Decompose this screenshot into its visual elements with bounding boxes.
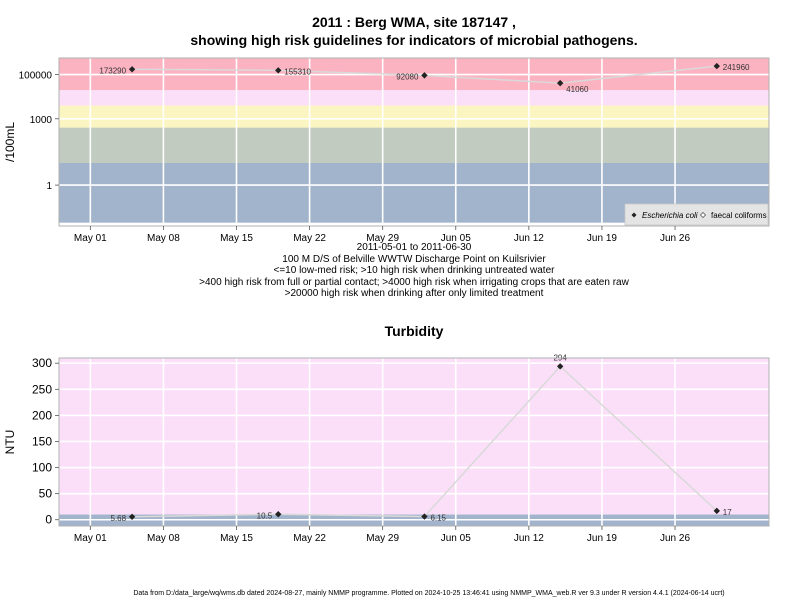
data-label: 173290: [99, 66, 126, 75]
x-tick-label: Jun 12: [514, 533, 544, 544]
data-point: [421, 72, 428, 79]
chart1-series: 173290 155310 92080 41060 241960: [99, 62, 750, 94]
x-tick-label: May 29: [366, 233, 399, 244]
chart2-y-label: NTU: [3, 430, 17, 455]
y-tick-label: 200: [32, 408, 52, 422]
band-1: [59, 127, 769, 163]
x-tick-label: Jun 26: [660, 233, 690, 244]
x-tick-label: May 22: [293, 233, 326, 244]
chart1-note-risk-3: >20000 high risk when drinking after onl…: [285, 288, 544, 299]
y-tick-label: 0: [45, 513, 52, 527]
data-label: 41060: [566, 85, 589, 94]
data-label: 10.5: [257, 511, 273, 520]
x-tick-label: Jun 26: [660, 533, 690, 544]
chart1-x-axis: May 01 May 08 May 15 May 22 May 29 Jun 05 Jun …: [74, 226, 690, 244]
legend-entry-ecoli: Escherichia coli: [642, 211, 698, 220]
chart1-frame: [58, 57, 770, 227]
data-point: [275, 67, 282, 74]
chart2-title: Turbidity: [385, 323, 444, 339]
data-label: 17: [723, 508, 732, 517]
chart2-frame: [58, 357, 770, 527]
data-point: [556, 363, 564, 370]
footer-note: Data from D:/data_large/wq/wms.db dated …: [133, 590, 724, 597]
data-point: [128, 513, 136, 520]
data-label: 241960: [723, 63, 750, 72]
data-point: [275, 511, 282, 518]
chart2-x-axis: May 01 May 08 May 15 May 22 May 29 Jun 05 Jun …: [74, 526, 690, 544]
chart1-legend: Escherichia coli faecal coliforms: [624, 203, 769, 226]
y-tick-label: 1000: [30, 115, 53, 126]
data-label: 92080: [396, 72, 419, 81]
y-tick-label: 250: [32, 382, 52, 396]
y-tick-label: 150: [32, 434, 52, 448]
y-tick-label: 100: [32, 461, 52, 475]
chart1-title: 2011 : Berg WMA, site 187147 ,: [312, 14, 516, 30]
chart1-note-daterange: 2011-05-01 to 2011-06-30: [357, 242, 472, 253]
x-tick-label: May 08: [147, 533, 180, 544]
legend-box: [624, 203, 769, 226]
band-2: [59, 105, 769, 128]
chart1-y-label: /100mL: [3, 122, 17, 162]
x-tick-label: May 15: [220, 533, 253, 544]
chart1-risk-bands: [59, 58, 769, 223]
band-1: [59, 358, 769, 515]
data-point: [713, 507, 720, 515]
x-tick-label: Jun 19: [587, 233, 617, 244]
data-label: 6.15: [430, 514, 446, 523]
x-tick-label: May 01: [74, 533, 107, 544]
data-point: [421, 513, 428, 520]
data-point: [128, 66, 136, 73]
chart2-grid: [59, 358, 769, 526]
x-tick-label: May 01: [74, 233, 107, 244]
x-tick-label: Jun 12: [514, 233, 544, 244]
y-tick-label: 300: [32, 356, 52, 370]
x-tick-label: May 15: [220, 233, 253, 244]
data-point: [713, 62, 720, 70]
x-tick-label: Jun 05: [441, 533, 471, 544]
chart1-subtitle: showing high risk guidelines for indicat…: [190, 32, 637, 48]
chart1-y-axis: 1 1000 100000: [19, 71, 59, 192]
data-label: 5.68: [111, 514, 127, 523]
legend-entry-faecal: faecal coliforms: [711, 211, 767, 220]
x-tick-label: Jun 05: [441, 233, 471, 244]
x-tick-label: May 22: [293, 533, 326, 544]
x-tick-label: May 29: [366, 533, 399, 544]
chart1-note-site: 100 M D/S of Belville WWTW Discharge Poi…: [282, 254, 546, 265]
y-tick-label: 100000: [19, 71, 53, 82]
y-tick-label: 1: [46, 181, 52, 192]
chart1-note-risk-2: >400 high risk from full or partial cont…: [199, 277, 629, 288]
legend-open-diamond-icon: [700, 212, 706, 218]
legend-filled-diamond-icon: [631, 212, 637, 218]
chart2-bands: [59, 358, 769, 526]
y-tick-label: 50: [39, 487, 53, 501]
chart1-note-risk-1: <=10 low-med risk; >10 high risk when dr…: [274, 265, 556, 276]
data-label: 155310: [284, 67, 311, 76]
x-tick-label: May 08: [147, 233, 180, 244]
x-tick-label: Jun 19: [587, 533, 617, 544]
data-point: [556, 79, 564, 87]
chart2-y-axis: 0 50 100 150 200 250 300: [32, 356, 59, 527]
band-3: [59, 90, 769, 106]
